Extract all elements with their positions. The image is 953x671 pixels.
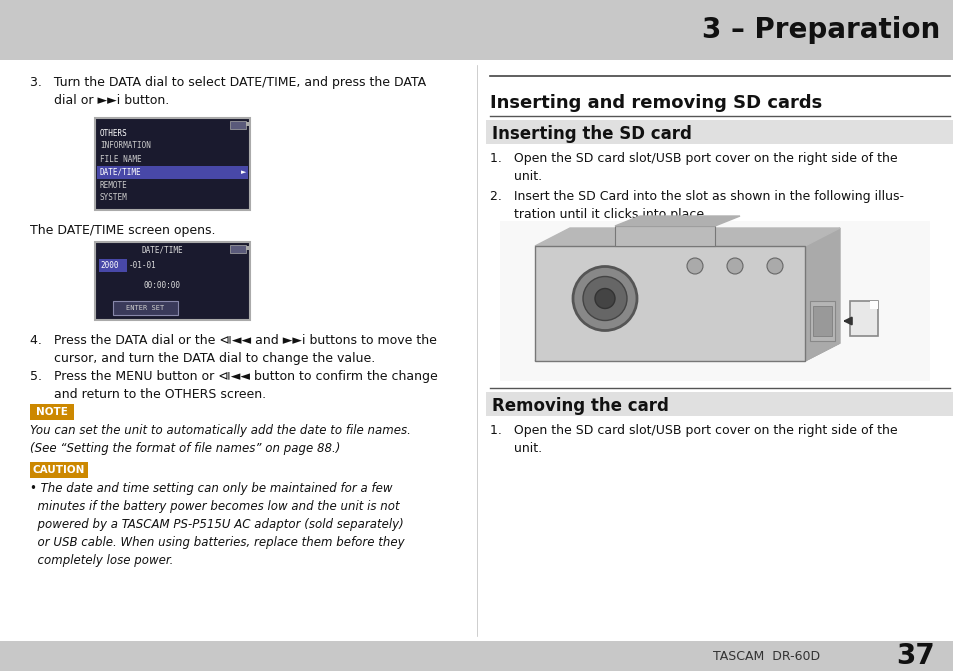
Text: You can set the unit to automatically add the date to file names.
(See “Setting : You can set the unit to automatically ad… xyxy=(30,424,411,455)
Text: ENTER SET: ENTER SET xyxy=(126,305,164,311)
Circle shape xyxy=(766,258,782,274)
Bar xyxy=(849,301,877,336)
Text: 5.   Press the MENU button or ⧏◄◄ button to confirm the change
      and return : 5. Press the MENU button or ⧏◄◄ button t… xyxy=(30,370,437,401)
Text: Removing the card: Removing the card xyxy=(492,397,668,415)
Bar xyxy=(812,306,831,336)
Circle shape xyxy=(582,276,626,321)
Bar xyxy=(809,301,834,341)
Text: ►: ► xyxy=(241,169,247,175)
Bar xyxy=(246,246,249,250)
Bar xyxy=(95,118,250,210)
Bar xyxy=(30,404,74,420)
Text: 00:00:00: 00:00:00 xyxy=(144,280,181,289)
Text: Inserting the SD card: Inserting the SD card xyxy=(492,125,691,143)
Text: 2000: 2000 xyxy=(100,260,118,270)
Text: • The date and time setting can only be maintained for a few
  minutes if the ba: • The date and time setting can only be … xyxy=(30,482,404,567)
Text: TASCAM  DR-60D: TASCAM DR-60D xyxy=(712,650,820,662)
Circle shape xyxy=(726,258,742,274)
Text: NOTE: NOTE xyxy=(36,407,68,417)
Text: 3.   Turn the DATA dial to select DATE/TIME, and press the DATA
      dial or ►►: 3. Turn the DATA dial to select DATE/TIM… xyxy=(30,76,426,107)
Bar xyxy=(485,392,953,416)
Bar xyxy=(499,221,929,381)
Text: CAUTION: CAUTION xyxy=(32,465,85,475)
Bar xyxy=(535,246,804,361)
Polygon shape xyxy=(804,228,840,361)
Text: 4.   Press the DATA dial or the ⧏◄◄ and ►►i buttons to move the
      cursor, an: 4. Press the DATA dial or the ⧏◄◄ and ►►… xyxy=(30,334,436,365)
Text: INFORMATION: INFORMATION xyxy=(100,142,151,150)
Text: 37: 37 xyxy=(895,642,934,670)
Bar xyxy=(485,120,953,144)
Text: The DATE/TIME screen opens.: The DATE/TIME screen opens. xyxy=(30,224,215,237)
Circle shape xyxy=(686,258,702,274)
Text: SYSTEM: SYSTEM xyxy=(100,193,128,203)
Bar xyxy=(112,301,178,315)
Text: DATE/TIME: DATE/TIME xyxy=(142,246,183,254)
Polygon shape xyxy=(535,228,840,246)
Text: 3 – Preparation: 3 – Preparation xyxy=(701,16,939,44)
Bar xyxy=(95,242,250,320)
Bar xyxy=(230,245,246,253)
Bar xyxy=(99,259,127,272)
Circle shape xyxy=(595,289,615,309)
Text: DATE/TIME: DATE/TIME xyxy=(100,168,141,176)
Bar xyxy=(869,301,877,309)
Polygon shape xyxy=(535,343,840,361)
Text: FILE NAME: FILE NAME xyxy=(100,154,141,164)
Bar xyxy=(615,226,714,246)
Bar xyxy=(30,462,88,478)
Text: 1.   Open the SD card slot/USB port cover on the right side of the
      unit.: 1. Open the SD card slot/USB port cover … xyxy=(490,424,897,455)
Text: -01-01: -01-01 xyxy=(129,260,156,270)
Bar xyxy=(0,641,953,671)
Text: REMOTE: REMOTE xyxy=(100,180,128,189)
Bar xyxy=(246,122,249,126)
Text: 2.   Insert the SD Card into the slot as shown in the following illus-
      tra: 2. Insert the SD Card into the slot as s… xyxy=(490,190,903,221)
Text: OTHERS: OTHERS xyxy=(100,129,128,138)
Polygon shape xyxy=(615,216,740,226)
Bar xyxy=(0,0,953,60)
Bar xyxy=(230,121,246,129)
Text: 1.   Open the SD card slot/USB port cover on the right side of the
      unit.: 1. Open the SD card slot/USB port cover … xyxy=(490,152,897,183)
Circle shape xyxy=(573,266,637,331)
Text: Inserting and removing SD cards: Inserting and removing SD cards xyxy=(490,94,821,112)
Bar xyxy=(97,166,248,179)
